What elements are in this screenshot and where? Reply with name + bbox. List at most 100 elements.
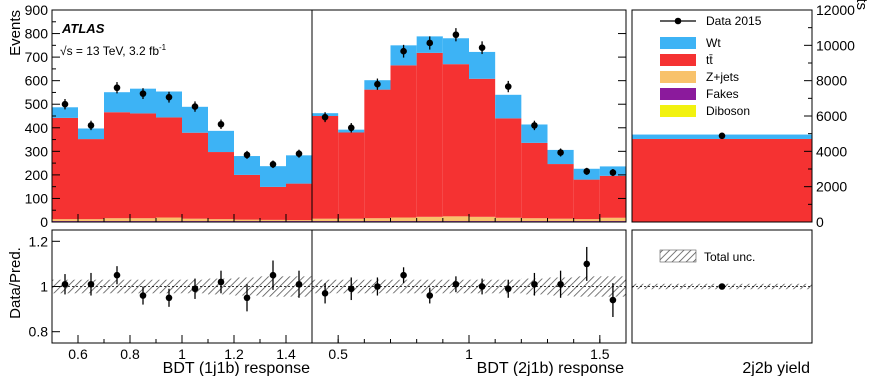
legend-ttbar-label: tt̄ — [706, 53, 713, 67]
atlas-label: ATLAS — [61, 21, 105, 36]
unc-band-1-10 — [573, 276, 600, 297]
stack-bar-wt-7 — [234, 156, 260, 175]
data-point-0-9 — [295, 150, 303, 157]
data-point-1-9 — [557, 149, 564, 156]
xtick-label-0-0: 0.6 — [68, 346, 88, 362]
stack-bar-zjets-10 — [573, 219, 600, 222]
data-point-0-8 — [269, 160, 277, 168]
stack-bar-wt-7 — [495, 94, 522, 119]
ytick-label-left-3: 300 — [25, 143, 49, 159]
stack-bar-zjets-8 — [260, 219, 286, 222]
stack-bar-tt-2 — [364, 89, 391, 219]
stack-bar-tt-2 — [104, 112, 130, 219]
ytick-label-left-2: 200 — [25, 167, 49, 183]
axes-layer: 0 100 200 300 400 500 600 700 800 900 0 2000 4000 600… — [25, 2, 856, 362]
data-point-0-5 — [191, 103, 199, 110]
ratio-point-2j2b — [718, 283, 726, 290]
ytick-label-right-6: 12000 — [816, 2, 855, 18]
data-point-1-7 — [504, 83, 512, 90]
xtick-label-0-3: 1.2 — [224, 346, 244, 362]
legend-zjets-swatch — [660, 71, 696, 83]
stack-bar-tt-1 — [78, 139, 104, 220]
data-point-1-3 — [400, 47, 407, 55]
stack-layer — [52, 36, 812, 222]
ytick-label-left-4: 400 — [25, 120, 49, 136]
stack-bar-tt-10 — [573, 179, 600, 220]
legend-zjets-label: Z+jets — [706, 70, 739, 84]
stack-bar-tt-9 — [286, 183, 312, 221]
ratio-point-1-8 — [531, 280, 538, 288]
stack-bar-tt-3 — [390, 65, 417, 218]
stack-bar-zjets-2 — [104, 218, 130, 222]
legend-wt-swatch — [660, 37, 696, 49]
y-axis-title-right: Events — [853, 0, 870, 10]
ytick-label-right-1: 2000 — [816, 179, 847, 195]
stack-bar-tt-8 — [521, 142, 548, 219]
stack-bar-2j2b-tt — [632, 138, 812, 222]
ratio-point-1-5 — [452, 280, 460, 288]
ratio-ytick-label-1: 1 — [40, 279, 48, 295]
ratio-point-0-4 — [165, 294, 173, 302]
x-axis-title-1j1b: BDT (1j1b) response — [163, 360, 310, 376]
data-point-1-2 — [374, 80, 381, 88]
data-point-0-6 — [217, 120, 225, 128]
stack-bar-zjets-0 — [312, 218, 339, 222]
legend: Data 2015 Wt tt̄ Z+jets Fakes Diboson To… — [659, 14, 762, 264]
legend-fakes-swatch — [660, 88, 696, 100]
stack-bar-zjets-4 — [156, 217, 182, 222]
stack-bar-tt-7 — [495, 118, 522, 218]
xtick-label-0-2: 1 — [178, 346, 186, 362]
stack-bar-tt-3 — [130, 113, 156, 219]
legend-data-marker — [674, 17, 682, 25]
energy-label-main: √s = 13 TeV, 3.2 fb — [60, 44, 159, 58]
stack-bar-wt-5 — [442, 38, 469, 65]
stack-bar-wt-2 — [104, 92, 130, 113]
ytick-label-left-6: 600 — [25, 73, 49, 89]
ratio-y-axis-title: Data/Pred. — [7, 247, 24, 319]
stack-bar-zjets-3 — [390, 217, 417, 222]
stack-bar-tt-8 — [260, 186, 286, 220]
ratio-point-0-9 — [295, 280, 303, 288]
data-point-1-6 — [478, 44, 486, 51]
stack-bar-wt-1 — [78, 128, 104, 140]
data-point-2j2b — [718, 132, 726, 140]
stack-bar-tt-6 — [469, 78, 496, 217]
data-layer — [61, 28, 726, 318]
stack-bar-wt-8 — [260, 166, 286, 187]
stack-bar-zjets-6 — [208, 219, 234, 222]
ytick-label-right-0: 0 — [816, 214, 824, 230]
stack-bar-zjets-9 — [286, 220, 312, 222]
stack-bar-zjets-9 — [547, 218, 574, 222]
ratio-ytick-label-2: 1.2 — [29, 233, 49, 249]
legend-ttbar-swatch — [660, 54, 696, 66]
data-point-0-3 — [139, 90, 147, 97]
energy-label-exponent: -1 — [159, 43, 167, 52]
stack-bar-wt-9 — [286, 155, 312, 184]
data-point-1-8 — [531, 122, 538, 129]
stack-bar-zjets-3 — [130, 218, 156, 222]
stack-bar-tt-0 — [52, 117, 78, 220]
stack-bar-tt-0 — [312, 116, 339, 219]
stack-bar-zjets-5 — [442, 216, 469, 222]
stack-bar-zjets-5 — [182, 218, 208, 222]
ytick-label-right-2: 4000 — [816, 143, 847, 159]
ratio-point-0-6 — [217, 278, 225, 286]
ratio-ytick-label-0: 0.8 — [29, 324, 49, 340]
stack-bar-tt-4 — [156, 117, 182, 218]
x-axis-title-2j1b: BDT (2j1b) response — [477, 360, 624, 376]
data-point-0-2 — [113, 84, 121, 92]
data-point-1-11 — [609, 169, 617, 176]
legend-wt-label: Wt — [706, 36, 721, 50]
stack-bar-tt-11 — [599, 175, 626, 218]
ratio-point-0-3 — [139, 292, 147, 299]
xtick-label-1-0: 0.5 — [328, 346, 348, 362]
stack-bar-wt-8 — [521, 124, 548, 143]
legend-unc-label: Total unc. — [704, 250, 755, 264]
data-point-1-10 — [583, 168, 591, 175]
ratio-point-1-7 — [504, 285, 512, 293]
stack-bar-wt-6 — [469, 51, 496, 79]
y-axis-title-left: Events — [7, 10, 24, 56]
legend-data-label: Data 2015 — [706, 14, 762, 28]
xtick-label-1-2: 1.5 — [590, 346, 610, 362]
